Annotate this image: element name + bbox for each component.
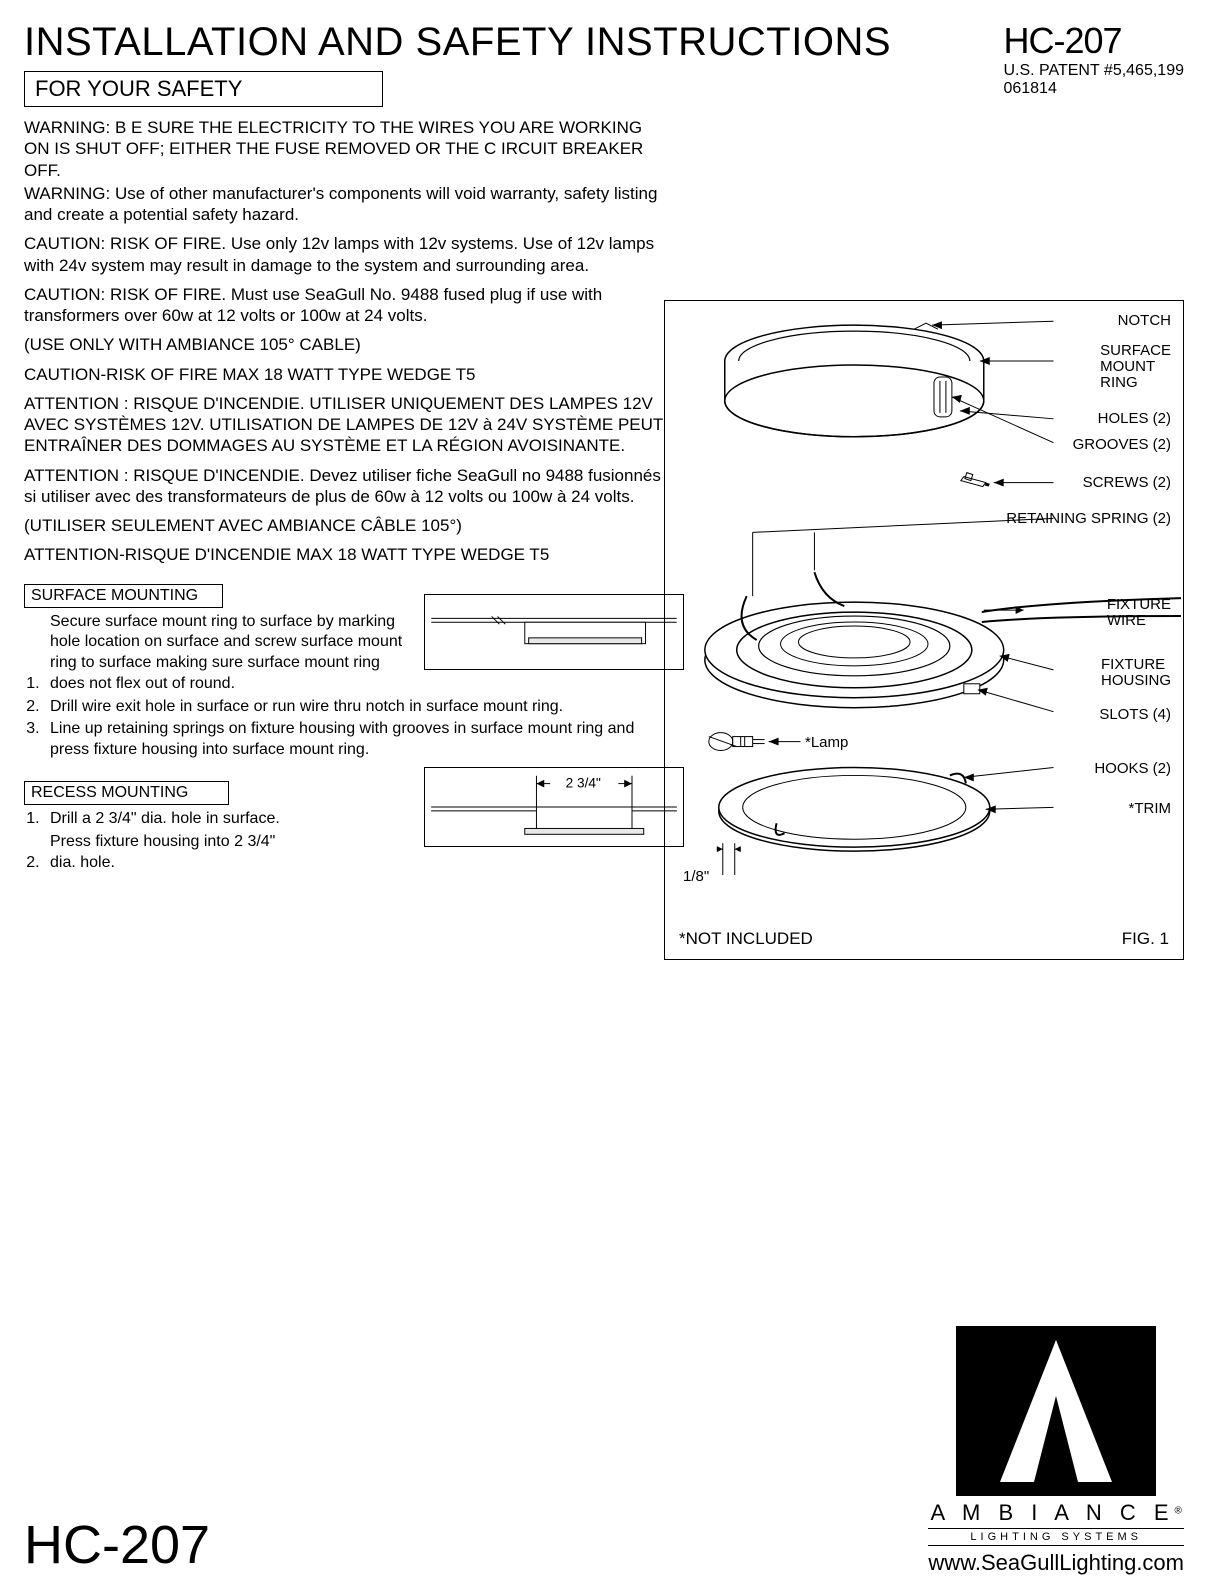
footer: HC-207 A M B I A N C E® LIGHTING SYSTEMS… — [24, 1326, 1184, 1576]
warning-text: CAUTION: RISK OF FIRE. Use only 12v lamp… — [24, 233, 664, 276]
brand-url: www.SeaGullLighting.com — [928, 1550, 1184, 1576]
callout-label: GROOVES (2) — [1073, 437, 1171, 453]
diagram-note: *NOT INCLUDED — [679, 929, 813, 949]
surface-mounting-section: SURFACE MOUNTING Secure surface mount ri… — [24, 566, 664, 762]
warning-text: ATTENTION-RISQUE D'INCENDIE MAX 18 WATT … — [24, 544, 664, 565]
warning-text: ATTENTION : RISQUE D'INCENDIE. Devez uti… — [24, 465, 664, 508]
model-number: HC-207 — [1003, 20, 1184, 62]
warning-text: CAUTION: RISK OF FIRE. Must use SeaGull … — [24, 284, 664, 327]
warning-text: ATTENTION : RISQUE D'INCENDIE. UTILISER … — [24, 393, 664, 457]
warning-text: WARNING: B E SURE THE ELECTRICITY TO THE… — [24, 117, 664, 181]
callout-label: RETAINING SPRING (2) — [1006, 511, 1171, 527]
brand-block: A M B I A N C E® LIGHTING SYSTEMS www.Se… — [928, 1326, 1184, 1576]
section-heading: RECESS MOUNTING — [24, 781, 229, 805]
callout-label: NOTCH — [1118, 313, 1171, 329]
callout-label: HOOKS (2) — [1094, 761, 1171, 777]
recess-mounting-section: RECESS MOUNTING 2 3/4" Drill a 2 3/4" di… — [24, 763, 664, 873]
brand-logo-icon — [956, 1326, 1156, 1496]
dimension-label: 1/8" — [683, 869, 709, 885]
warning-text: (UTILISER SEULEMENT AVEC AMBIANCE CÂBLE … — [24, 515, 664, 536]
dimension-label: 2 3/4" — [566, 776, 601, 791]
safety-heading: FOR YOUR SAFETY — [24, 71, 383, 107]
callout-label: SCREWS (2) — [1083, 475, 1171, 491]
header: INSTALLATION AND SAFETY INSTRUCTIONS FOR… — [24, 20, 1184, 107]
warning-text: WARNING: Use of other manufacturer's com… — [24, 183, 664, 226]
date-code: 061814 — [1003, 80, 1184, 98]
callout-label: *Lamp — [805, 735, 848, 751]
recess-mount-figure: 2 3/4" — [424, 767, 684, 847]
callout-label: *TRIM — [1129, 801, 1172, 817]
warnings-column: WARNING: B E SURE THE ELECTRICITY TO THE… — [24, 117, 664, 873]
brand-tagline: LIGHTING SYSTEMS — [928, 1528, 1184, 1546]
brand-name: A M B I A N C E® — [928, 1500, 1184, 1526]
footer-model: HC-207 — [24, 1514, 210, 1576]
step-item: Drill wire exit hole in surface or run w… — [44, 697, 664, 718]
section-heading: SURFACE MOUNTING — [24, 584, 223, 608]
callout-label: SURFACE MOUNT RING — [1100, 343, 1171, 390]
patent-number: U.S. PATENT #5,465,199 — [1003, 62, 1184, 80]
warning-text: (USE ONLY WITH AMBIANCE 105° CABLE) — [24, 334, 664, 355]
page-title: INSTALLATION AND SAFETY INSTRUCTIONS — [24, 20, 891, 65]
callout-label: FIXTURE WIRE — [1107, 597, 1171, 629]
callout-label: HOLES (2) — [1098, 411, 1171, 427]
callout-label: SLOTS (4) — [1099, 707, 1171, 723]
figure-caption: FIG. 1 — [1122, 929, 1169, 949]
exploded-diagram: NOTCH SURFACE MOUNT RING HOLES (2) GROOV… — [664, 300, 1184, 960]
callout-label: FIXTURE HOUSING — [1101, 657, 1171, 689]
surface-mount-figure — [424, 594, 684, 670]
warning-text: CAUTION-RISK OF FIRE MAX 18 WATT TYPE WE… — [24, 364, 664, 385]
model-block: HC-207 U.S. PATENT #5,465,199 061814 — [1003, 20, 1184, 98]
step-item: Line up retaining springs on fixture hou… — [44, 719, 664, 761]
